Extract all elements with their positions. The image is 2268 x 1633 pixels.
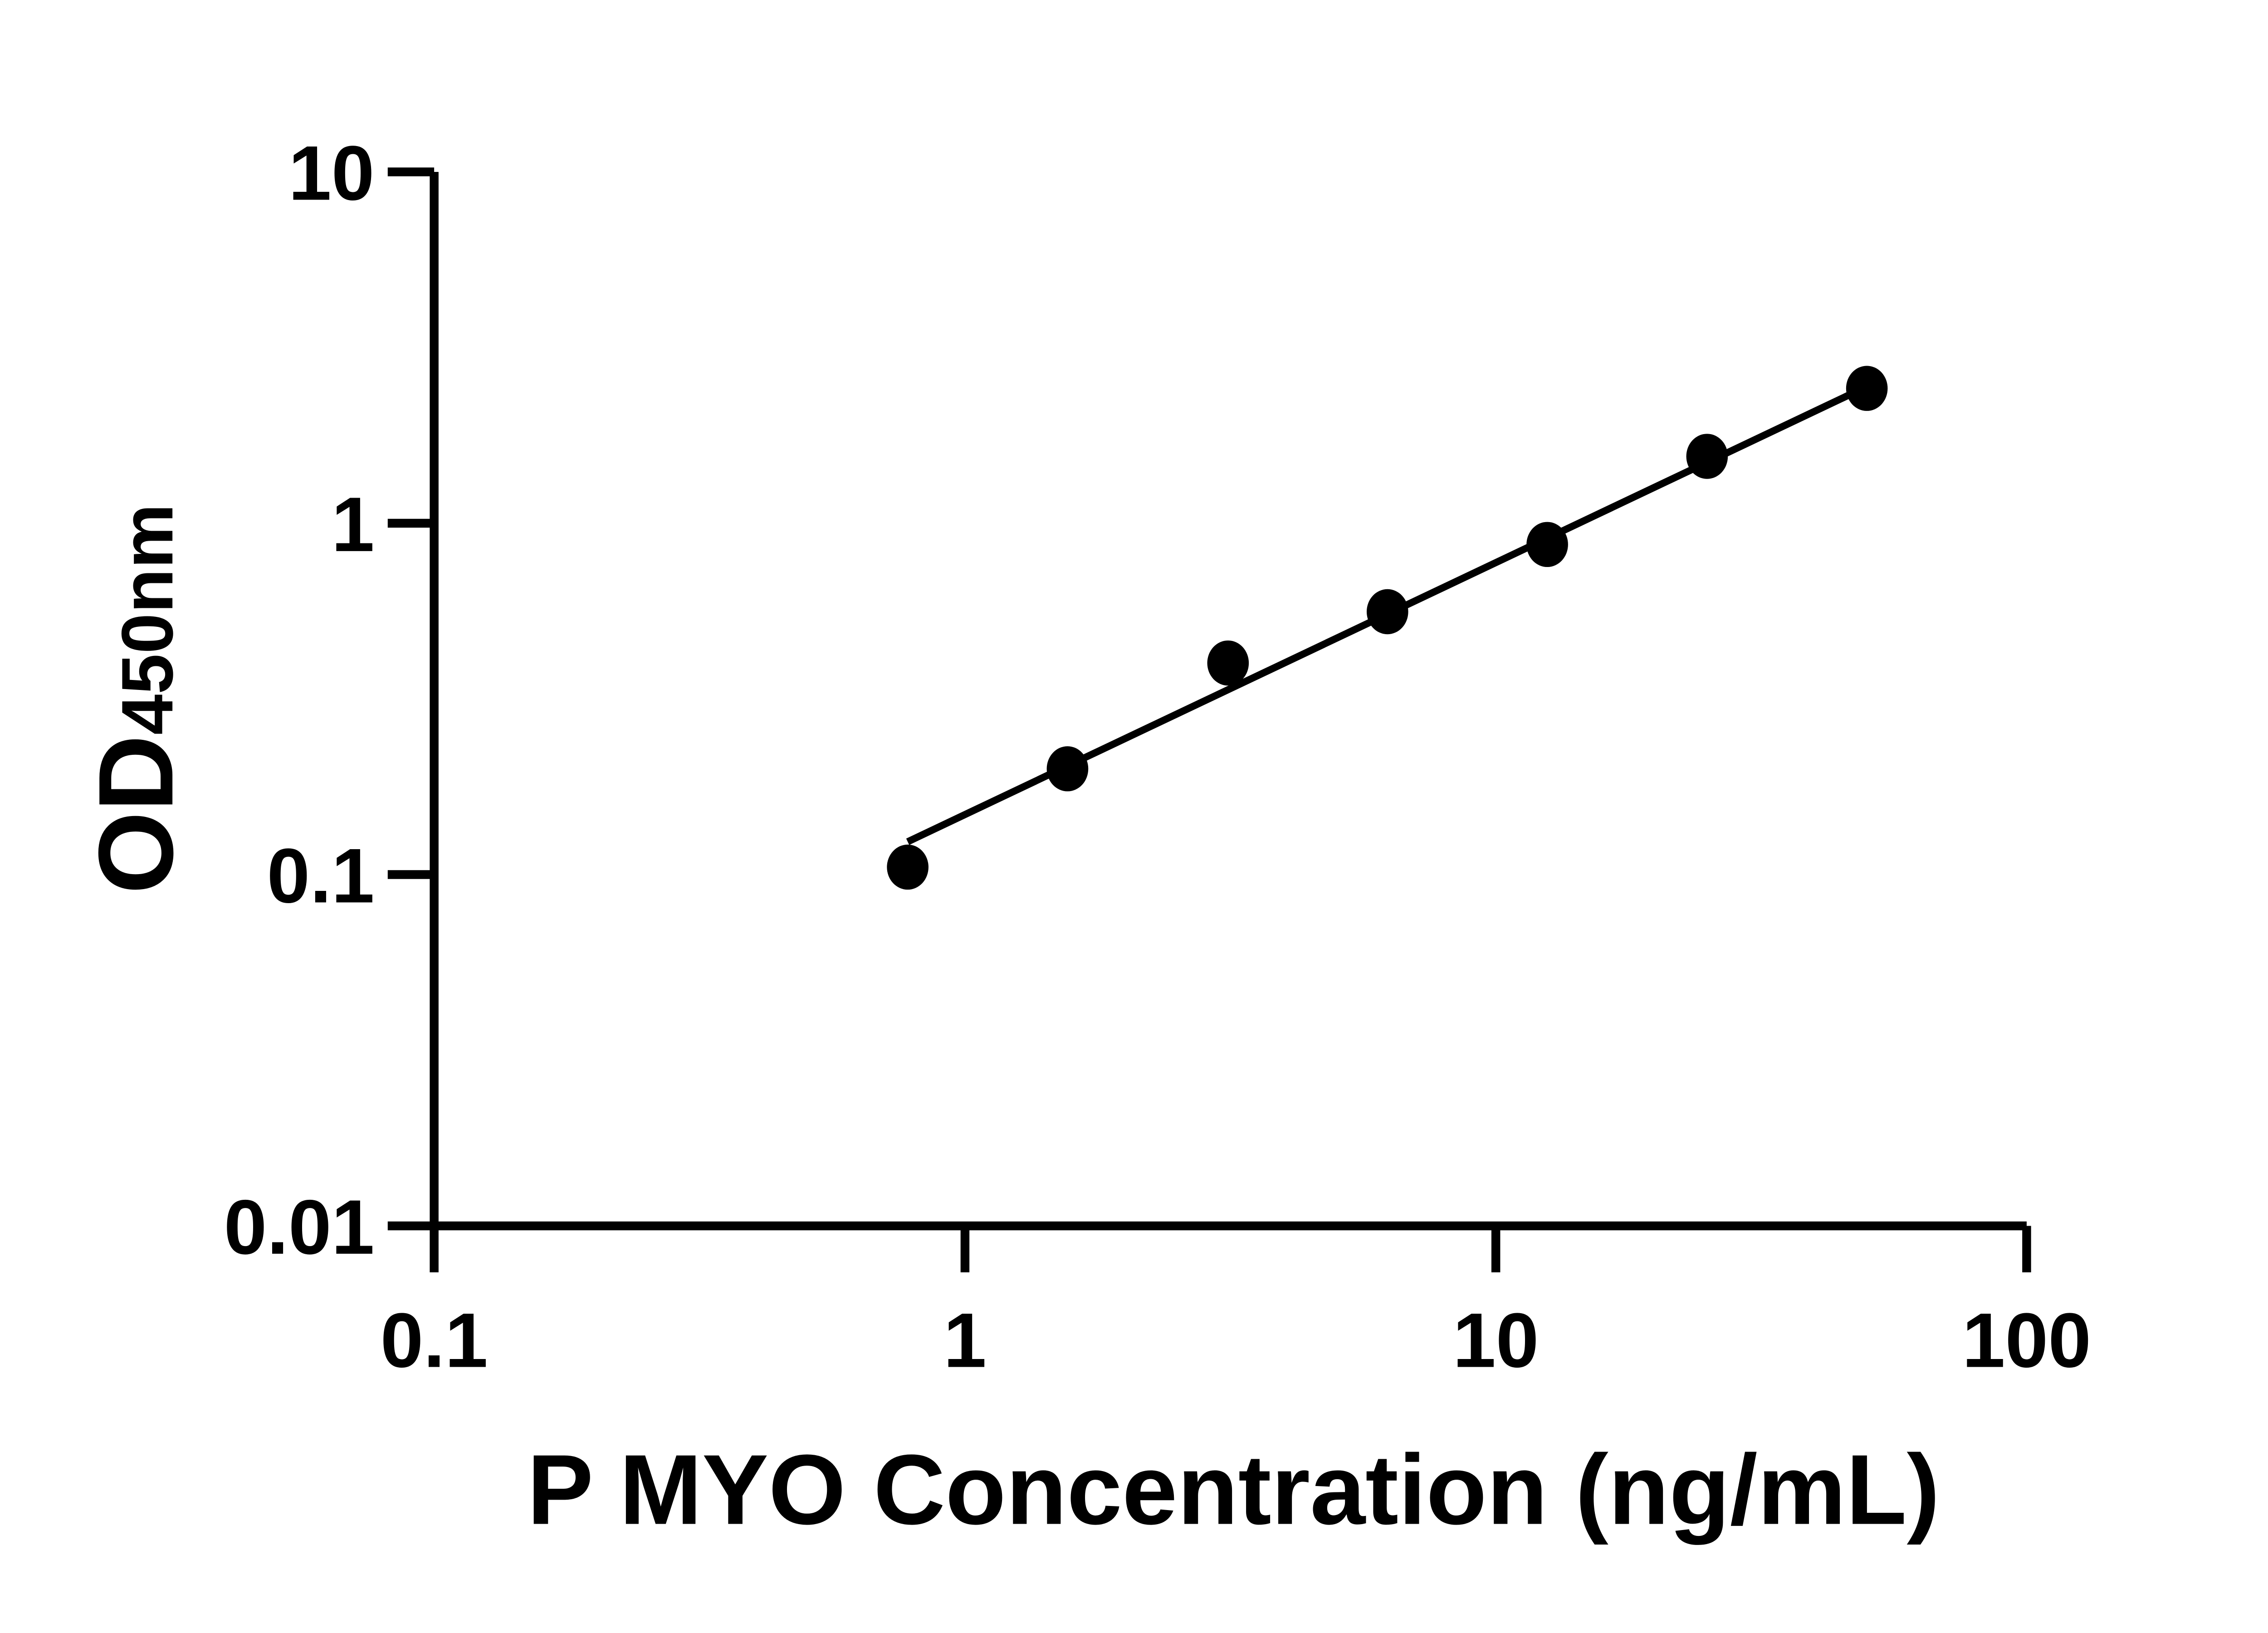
y-tick-label: 0.1 bbox=[267, 833, 374, 919]
y-axis-title: OD450nm bbox=[76, 504, 195, 894]
data-point bbox=[1207, 640, 1249, 686]
data-point bbox=[887, 844, 929, 890]
data-point bbox=[1526, 522, 1568, 567]
x-tick-label: 0.1 bbox=[381, 1297, 488, 1384]
data-point bbox=[1046, 746, 1089, 792]
x-tick-label: 1 bbox=[943, 1297, 987, 1384]
data-point bbox=[1686, 434, 1728, 479]
y-axis-title-sub: 450nm bbox=[107, 504, 188, 735]
y-tick-label: 0.01 bbox=[224, 1184, 375, 1271]
x-axis-title: P MYO Concentration (ng/mL) bbox=[527, 1434, 1940, 1545]
x-tick-label: 10 bbox=[1453, 1297, 1539, 1384]
y-tick-label: 10 bbox=[288, 130, 375, 216]
data-point bbox=[1846, 366, 1888, 411]
axes-layer bbox=[430, 171, 2027, 1231]
y-axis-title-main: OD bbox=[76, 735, 195, 894]
y-tick-label: 1 bbox=[332, 482, 375, 568]
data-points-layer bbox=[887, 366, 1888, 890]
ticks-layer bbox=[387, 167, 2031, 1272]
data-point bbox=[1366, 589, 1408, 635]
x-tick-label: 100 bbox=[1962, 1297, 2092, 1384]
